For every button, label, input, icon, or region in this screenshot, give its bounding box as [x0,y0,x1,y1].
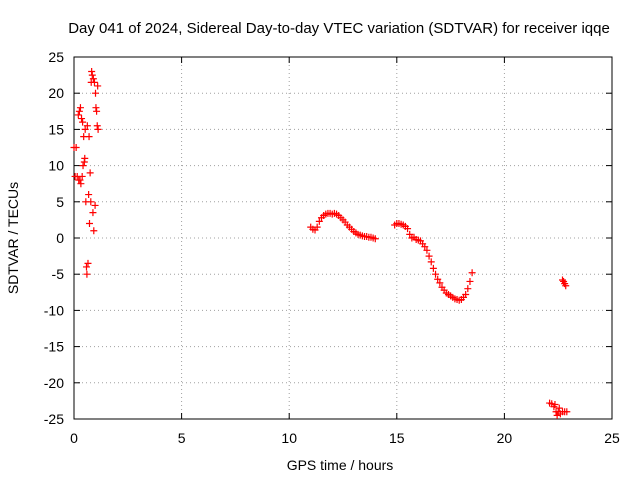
points-layer [70,67,571,419]
tick-layer: 0 5 10 15 20 25 25 20 15 10 5 0 -5 -10 -15 -20 -25 [44,49,620,446]
data-point [563,408,571,416]
data-point [406,230,414,238]
data-point [90,227,98,235]
y-tick-label: -20 [44,375,64,391]
data-point [72,144,80,151]
data-point [559,276,567,284]
x-tick-label: 15 [389,430,405,446]
x-tick-label: 25 [604,430,620,446]
data-point [86,169,94,177]
data-point [91,201,99,209]
y-tick-label: -25 [44,411,64,427]
data-point [462,290,470,298]
data-point [555,404,563,412]
data-point [75,107,83,115]
data-point [83,122,91,130]
data-point [78,115,86,123]
data-point [562,282,570,290]
data-point [92,104,100,112]
data-point [436,279,444,287]
data-point [84,259,92,267]
data-point [79,118,87,126]
data-point [371,235,379,243]
data-point [93,107,101,115]
data-point [92,89,100,97]
data-point [76,176,84,184]
data-point [78,172,86,180]
data-point [85,191,93,199]
data-point [90,78,98,86]
data-point [88,71,96,79]
data-point [81,154,89,162]
data-point [429,264,437,272]
data-point [89,75,97,83]
y-tick-label: 20 [48,85,64,101]
data-point [88,67,96,75]
data-point [83,270,91,278]
y-tick-label: 25 [48,49,64,65]
y-tick-label: -10 [44,302,64,318]
data-point [468,269,476,277]
y-tick-label: -5 [52,266,65,282]
y-tick-label: 5 [56,194,64,210]
data-point [434,275,442,283]
y-tick-label: -15 [44,339,64,355]
data-point [313,223,321,231]
y-axis-label: SDTVAR / TECUs [5,182,21,294]
data-point [432,270,440,278]
data-point [427,258,435,266]
data-point [404,225,412,233]
data-point [87,198,95,206]
data-point [85,133,93,141]
data-point [466,277,474,285]
data-point [551,401,559,409]
y-tick-label: 0 [56,230,64,246]
x-tick-label: 20 [497,430,513,446]
data-point [79,162,87,170]
data-point [553,411,561,419]
chart-title: Day 041 of 2024, Sidereal Day-to-day VTE… [68,20,610,37]
data-point [81,125,89,133]
data-point [421,243,429,251]
data-point [82,263,90,271]
data-point [94,125,102,133]
y-tick-label: 15 [48,121,64,137]
data-point [89,209,97,217]
data-point [425,252,433,260]
data-point [74,111,82,119]
x-axis-label: GPS time / hours [287,457,394,473]
grid-layer [74,57,612,419]
x-tick-label: 5 [178,430,186,446]
data-point [85,220,93,228]
x-tick-label: 0 [70,430,78,446]
data-point [77,180,85,188]
x-tick-label: 10 [281,430,297,446]
data-point [464,285,472,293]
data-point [94,82,102,90]
y-tick-label: 10 [48,158,64,174]
data-point [423,246,431,254]
data-point [93,122,101,130]
data-point [315,217,323,225]
data-point [76,104,84,112]
